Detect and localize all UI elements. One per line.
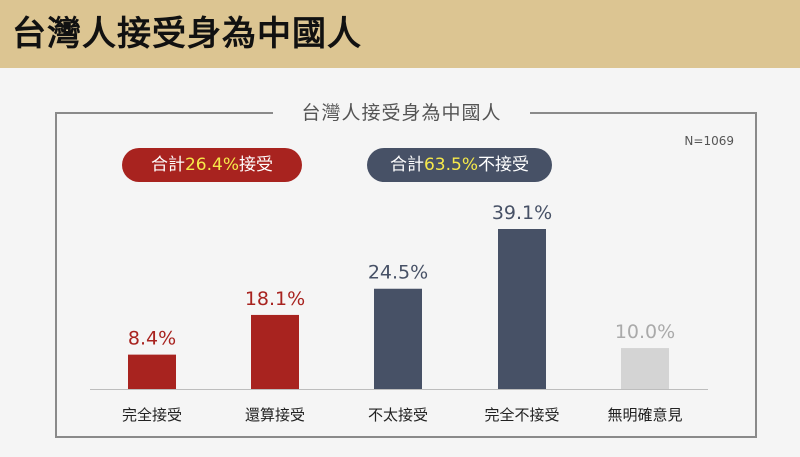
- sample-size-label: N=1069: [684, 134, 734, 148]
- value-label-2: 24.5%: [368, 262, 428, 284]
- bar-2: [374, 288, 422, 389]
- chart-frame: [55, 113, 757, 438]
- page-title: 台灣人接受身為中國人: [12, 14, 362, 54]
- bar-1: [251, 314, 299, 389]
- reject-total-badge: 合計63.5%不接受: [367, 148, 552, 182]
- value-label-0: 8.4%: [128, 328, 176, 350]
- accept-total-prefix: 合計: [150, 155, 185, 175]
- category-label-0: 完全接受: [122, 406, 182, 424]
- header-bar: 台灣人接受身為中國人: [0, 0, 800, 68]
- frame-border-right: [530, 112, 757, 114]
- bar-0: [128, 354, 176, 389]
- reject-total-suffix: 不接受: [478, 155, 529, 175]
- reject-total-value: 63.5%: [423, 155, 478, 175]
- bar-4: [621, 348, 669, 389]
- reject-total-prefix: 合計: [389, 155, 424, 175]
- category-label-3: 完全不接受: [484, 406, 559, 424]
- value-label-4: 10.0%: [615, 321, 675, 343]
- accept-total-value: 26.4%: [184, 155, 239, 175]
- accept-total-suffix: 接受: [239, 155, 273, 175]
- frame-border-left: [55, 112, 273, 114]
- category-label-1: 還算接受: [245, 406, 305, 424]
- accept-total-badge: 合計26.4%接受: [122, 148, 302, 182]
- value-label-1: 18.1%: [245, 288, 305, 310]
- category-label-2: 不太接受: [368, 406, 428, 424]
- chart-title: 台灣人接受身為中國人: [301, 102, 502, 124]
- bar-3: [498, 229, 546, 389]
- category-label-4: 無明確意見: [607, 406, 682, 424]
- value-label-3: 39.1%: [492, 202, 552, 224]
